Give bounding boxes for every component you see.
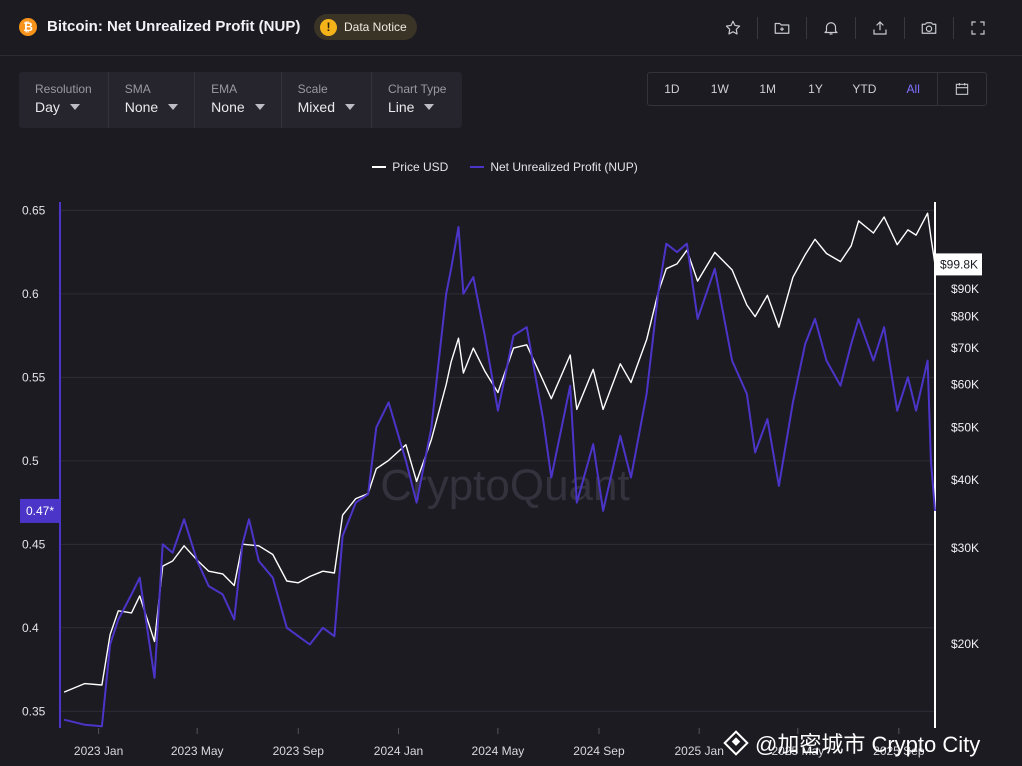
y-right-tick-label: $60K — [951, 378, 979, 392]
data-notice-label: Data Notice — [344, 20, 407, 34]
header-divider — [806, 17, 807, 39]
chart-type-value: Line — [388, 99, 415, 115]
resolution-value: Day — [35, 99, 60, 115]
chevron-down-icon — [168, 104, 179, 110]
y-left-tick-label: 0.45 — [22, 537, 46, 551]
y-left-tick-label: 0.6 — [22, 287, 39, 301]
x-tick-label: 2025 Sep — [873, 744, 925, 758]
header-divider — [757, 17, 758, 39]
y-left-tick-label: 0.5 — [22, 454, 39, 468]
sma-select[interactable]: SMA None — [109, 72, 196, 128]
x-tick-label: 2024 May — [472, 744, 525, 758]
y-right-tick-label: $30K — [951, 541, 979, 555]
header-divider — [953, 17, 954, 39]
legend-label-price: Price USD — [392, 160, 449, 174]
camera-icon[interactable] — [905, 14, 953, 42]
y-right-tick-label: $90K — [951, 282, 979, 296]
star-icon[interactable] — [709, 14, 757, 42]
range-all-button[interactable]: All — [906, 82, 920, 96]
x-tick-label: 2023 Jan — [74, 744, 123, 758]
folder-plus-icon[interactable] — [758, 14, 806, 42]
chevron-down-icon — [254, 104, 265, 110]
header-actions — [709, 14, 1002, 42]
nup-line — [63, 226, 936, 728]
x-tick-label: 2023 May — [171, 744, 224, 758]
range-1d-button[interactable]: 1D — [664, 82, 680, 96]
range-1m-button[interactable]: 1M — [759, 82, 776, 96]
y-right-tick-label: $70K — [951, 341, 979, 355]
overlay-watermark-text: @加密城市 Crypto City — [755, 732, 981, 757]
bell-icon[interactable] — [807, 14, 855, 42]
legend-label-nup: Net Unrealized Profit (NUP) — [490, 160, 638, 174]
price-current-badge — [936, 253, 982, 276]
overlay-watermark: @加密城市 Crypto City — [723, 727, 981, 759]
y-right-tick-label: $80K — [951, 310, 979, 324]
price-current-label: $99.8K — [940, 257, 978, 271]
diamond-logo-icon — [723, 730, 749, 756]
chart-plot-area: 0.65 0.6 0.55 0.5 0.45 0.4 0.35 CryptoQuant $90K… — [20, 202, 982, 758]
chevron-down-icon — [345, 104, 355, 110]
ema-label: EMA — [211, 82, 238, 96]
fullscreen-icon[interactable] — [954, 14, 1002, 42]
chart-header: ₿ Bitcoin: Net Unrealized Profit (NUP) !… — [0, 0, 1022, 56]
legend-swatch-nup — [470, 166, 485, 168]
ema-value: None — [211, 99, 245, 115]
header-divider — [855, 17, 856, 39]
x-tick-label: 2023 Sep — [273, 744, 325, 758]
scale-select[interactable]: Scale Mixed — [282, 72, 372, 128]
warning-icon: ! — [320, 18, 337, 36]
x-tick-label: 2024 Jan — [374, 744, 423, 758]
sma-value: None — [124, 99, 159, 115]
chevron-down-icon — [424, 104, 435, 110]
y-left-tick-label: 0.65 — [22, 203, 46, 217]
chevron-down-icon — [69, 104, 80, 110]
scale-value: Mixed — [297, 99, 335, 115]
y-left-tick-label: 0.4 — [22, 621, 39, 635]
data-notice-button[interactable]: ! Data Notice — [314, 14, 417, 40]
chart-type-select[interactable]: Chart Type Line — [372, 72, 462, 128]
chart-legend: Price USD Net Unrealized Profit (NUP) — [0, 160, 1010, 174]
nup-current-badge — [20, 498, 60, 523]
range-1y-button[interactable]: 1Y — [808, 82, 823, 96]
legend-item-nup[interactable]: Net Unrealized Profit (NUP) — [470, 160, 638, 174]
resolution-label: Resolution — [35, 82, 92, 96]
calendar-icon[interactable] — [938, 73, 986, 105]
y-right-tick-label: $50K — [951, 421, 979, 435]
y-left-tick-label: 0.55 — [22, 370, 46, 384]
resolution-select[interactable]: Resolution Day — [19, 72, 109, 128]
x-tick-label: 2025 May — [771, 744, 824, 758]
nup-current-label: 0.47* — [26, 504, 54, 518]
sma-label: SMA — [124, 82, 151, 96]
legend-swatch-price — [372, 166, 387, 168]
scale-label: Scale — [297, 82, 328, 96]
cryptoquant-watermark: CryptoQuant — [380, 461, 629, 510]
ema-select[interactable]: EMA None — [195, 72, 282, 128]
x-tick-label: 2024 Sep — [573, 744, 625, 758]
y-right-tick-label: $20K — [951, 637, 979, 651]
range-1w-button[interactable]: 1W — [710, 82, 729, 96]
bitcoin-logo-icon: ₿ — [19, 18, 37, 36]
chart-controls: Resolution Day SMA None EMA None Scale M… — [19, 72, 463, 128]
range-divider — [937, 73, 939, 105]
page-title: Bitcoin: Net Unrealized Profit (NUP) — [47, 18, 301, 35]
share-icon[interactable] — [856, 14, 904, 42]
x-tick-label: 2025 Jan — [675, 744, 724, 758]
header-divider — [904, 17, 905, 39]
price-usd-line — [63, 212, 936, 693]
legend-item-price[interactable]: Price USD — [372, 160, 448, 174]
range-ytd-button[interactable]: YTD — [852, 82, 877, 96]
y-left-tick-label: 0.35 — [22, 704, 46, 718]
y-right-tick-label: $40K — [951, 473, 979, 487]
range-selector: 1D 1W 1M 1Y YTD All — [647, 72, 987, 106]
chart-type-label: Chart Type — [388, 82, 447, 96]
